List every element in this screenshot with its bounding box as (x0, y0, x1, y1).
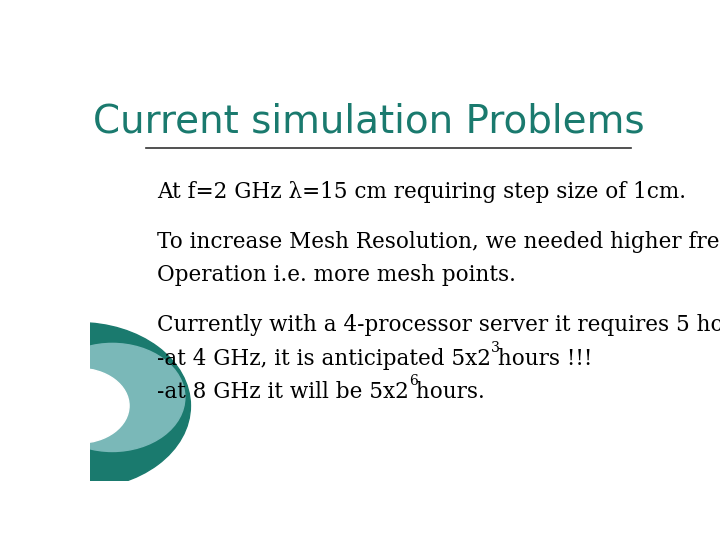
Text: Operation i.e. more mesh points.: Operation i.e. more mesh points. (157, 265, 516, 286)
Circle shape (0, 322, 190, 489)
Circle shape (29, 368, 129, 443)
Text: To increase Mesh Resolution, we needed higher frequency: To increase Mesh Resolution, we needed h… (157, 231, 720, 253)
Text: -at 4 GHz, it is anticipated 5x2: -at 4 GHz, it is anticipated 5x2 (157, 348, 491, 369)
Text: Current simulation Problems: Current simulation Problems (93, 102, 645, 140)
Text: hours !!!: hours !!! (491, 348, 593, 369)
Text: 3: 3 (491, 341, 500, 355)
Circle shape (40, 343, 185, 451)
Text: At f=2 GHz λ=15 cm requiring step size of 1cm.: At f=2 GHz λ=15 cm requiring step size o… (157, 181, 686, 203)
Text: -at 8 GHz it will be 5x2: -at 8 GHz it will be 5x2 (157, 381, 409, 403)
Text: 6: 6 (409, 374, 418, 388)
Text: hours.: hours. (409, 381, 485, 403)
Text: Currently with a 4-processor server it requires 5 hours @ 2 GHz: Currently with a 4-processor server it r… (157, 314, 720, 336)
